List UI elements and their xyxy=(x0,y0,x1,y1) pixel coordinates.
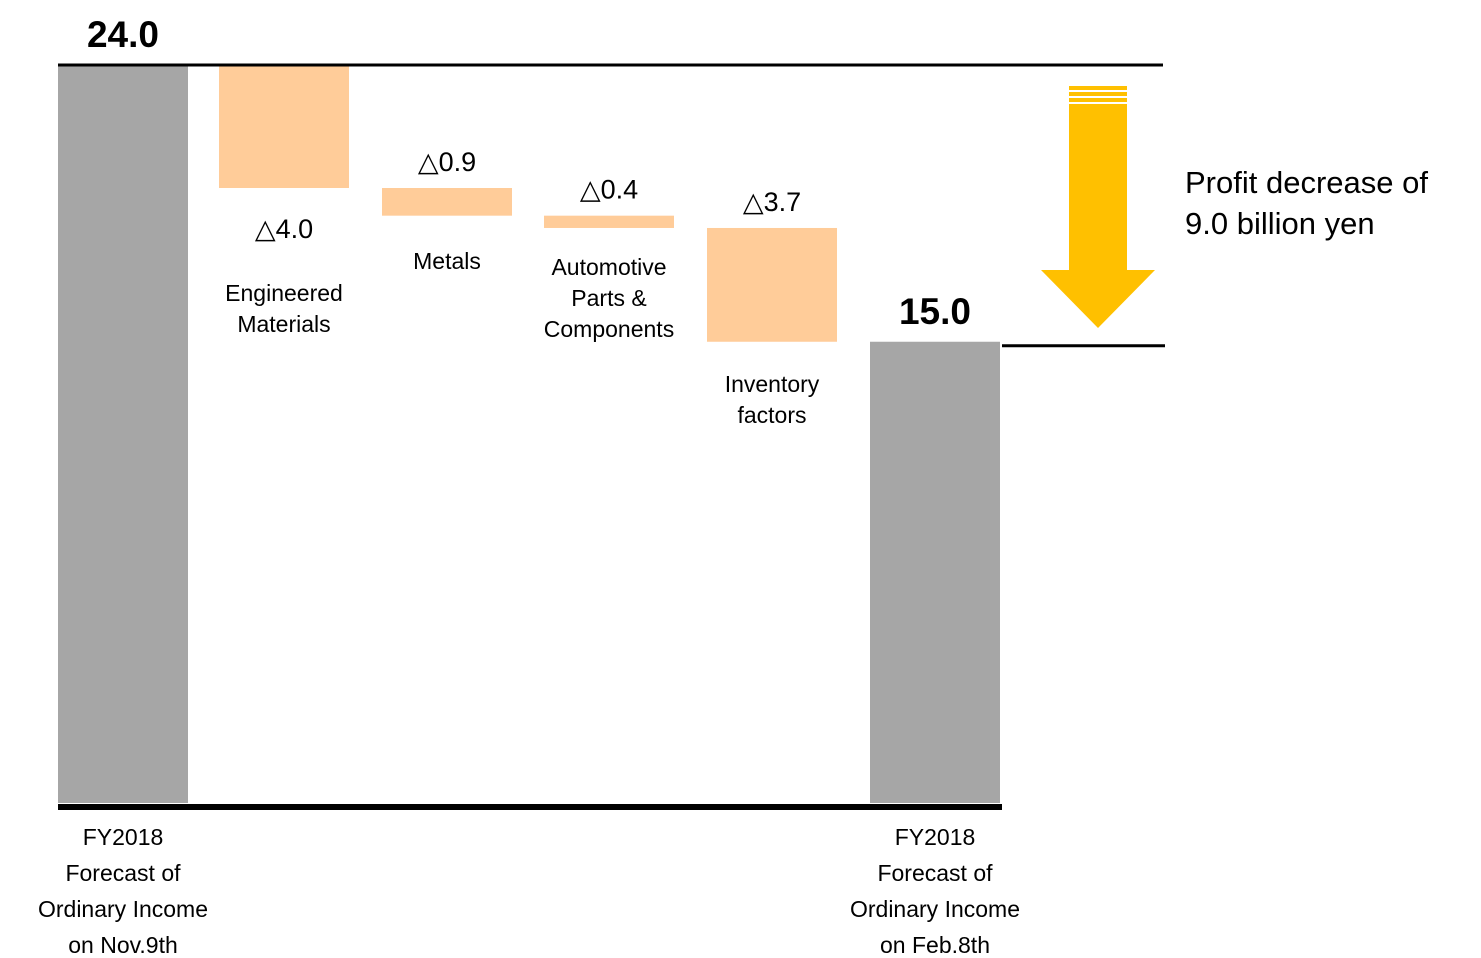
down-arrow-icon xyxy=(1041,86,1155,328)
category-label: Engineered Materials xyxy=(225,280,343,337)
category-label: Automotive Parts & Components xyxy=(544,254,674,342)
decrease-bar xyxy=(707,227,837,342)
total-bar xyxy=(58,65,188,803)
category-label: FY2018 Forecast of Ordinary Income on Nov.9… xyxy=(38,824,208,958)
total-bar xyxy=(870,341,1000,803)
category-label: FY2018 Forecast of Ordinary Income on Feb.8… xyxy=(850,824,1020,958)
data-label: 24.0 xyxy=(87,14,159,55)
data-label: △4.0 xyxy=(255,214,313,244)
data-label: 15.0 xyxy=(899,291,971,332)
decrease-bar xyxy=(544,215,674,228)
data-label: △0.4 xyxy=(580,175,638,205)
annotation-text: Profit decrease of xyxy=(1185,165,1428,200)
decrease-bar xyxy=(382,188,512,216)
category-label: Inventory factors xyxy=(725,371,820,428)
data-label: △3.7 xyxy=(743,187,801,217)
data-label: △0.9 xyxy=(418,147,476,177)
annotation-text: 9.0 billion yen xyxy=(1185,206,1375,241)
decrease-bar xyxy=(219,65,349,188)
category-label: Metals xyxy=(413,248,481,274)
